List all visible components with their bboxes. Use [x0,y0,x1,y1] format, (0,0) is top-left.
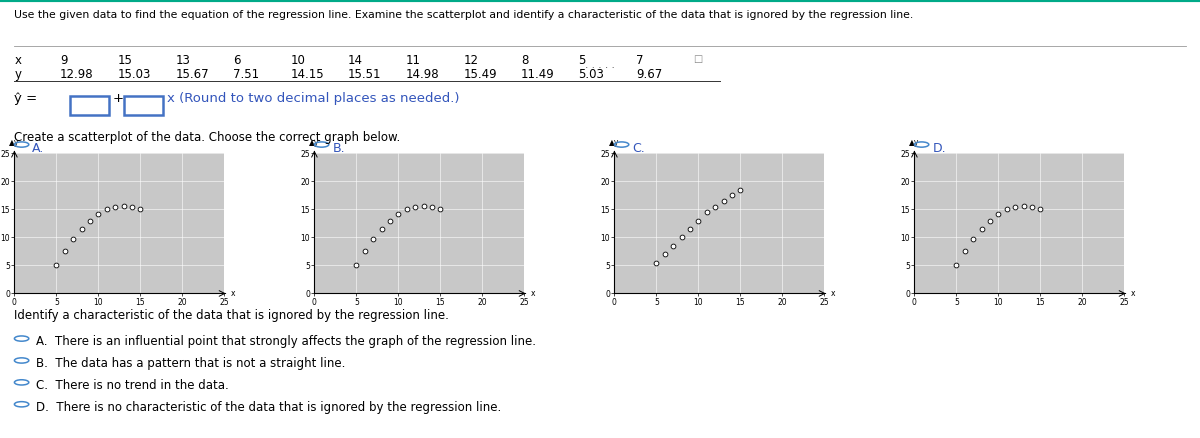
Text: 7.51: 7.51 [233,68,259,81]
Point [1022,203,1042,210]
Text: 14.15: 14.15 [290,68,324,81]
Point [414,202,433,209]
Point [722,192,742,199]
Text: A.  There is an influential point that strongly affects the graph of the regress: A. There is an influential point that st… [36,335,536,348]
Text: 10: 10 [290,54,305,67]
Text: 11: 11 [406,54,421,67]
Text: Identify a characteristic of the data that is ignored by the regression line.: Identify a characteristic of the data th… [14,309,449,322]
Point [106,203,125,210]
Point [980,217,1000,224]
Text: 5: 5 [578,54,586,67]
Text: 15.51: 15.51 [348,68,382,81]
Text: x: x [1132,289,1135,298]
Point [406,203,425,210]
Point [372,226,391,233]
Point [389,211,408,218]
Point [947,262,966,269]
Point [1031,206,1050,213]
Text: 9.67: 9.67 [636,68,662,81]
Text: x: x [14,54,22,67]
Text: 13: 13 [175,54,190,67]
Point [355,248,374,255]
Point [664,242,683,249]
Point [431,206,450,213]
Point [680,226,700,233]
Point [697,208,716,215]
Point [989,211,1008,218]
Point [422,203,442,210]
Text: D.: D. [932,142,946,155]
Text: 14: 14 [348,54,364,67]
Text: 15.49: 15.49 [463,68,497,81]
Text: B.  The data has a pattern that is not a straight line.: B. The data has a pattern that is not a … [36,357,346,370]
Text: 6: 6 [233,54,240,67]
Point [714,198,733,205]
Text: Use the given data to find the equation of the regression line. Examine the scat: Use the given data to find the equation … [14,10,913,20]
Text: 5.03: 5.03 [578,68,605,81]
Point [997,206,1016,213]
Point [89,211,108,218]
Text: 7: 7 [636,54,643,67]
Text: C.  There is no trend in the data.: C. There is no trend in the data. [36,379,229,392]
Text: B.: B. [332,142,346,155]
Point [347,262,366,269]
Text: ▲y: ▲y [310,138,319,147]
Point [689,217,708,224]
Text: ŷ =: ŷ = [14,92,37,105]
Point [80,217,100,224]
Point [672,234,691,241]
Point [55,248,74,255]
Point [655,251,674,258]
Text: x (Round to two decimal places as needed.): x (Round to two decimal places as needed… [167,92,460,105]
Point [131,206,150,213]
Point [380,217,400,224]
Point [647,259,666,266]
Text: . . . . .: . . . . . [586,60,614,71]
Point [364,236,383,243]
Point [955,248,974,255]
Text: 11.49: 11.49 [521,68,554,81]
Text: 12.98: 12.98 [60,68,94,81]
Text: 8: 8 [521,54,528,67]
Point [964,236,983,243]
Point [122,203,142,210]
Text: ▲y: ▲y [10,138,19,147]
Point [706,203,725,210]
Text: x: x [532,289,535,298]
Text: 9: 9 [60,54,67,67]
Text: 12: 12 [463,54,478,67]
Point [114,202,133,209]
Text: x: x [232,289,235,298]
Text: y: y [14,68,22,81]
Point [972,226,991,233]
Text: 15.67: 15.67 [175,68,209,81]
Point [64,236,83,243]
Point [397,206,416,213]
Text: A.: A. [32,142,44,155]
Point [47,262,66,269]
Text: □: □ [694,54,703,64]
Point [97,206,116,213]
Text: 15.03: 15.03 [118,68,151,81]
Text: C.: C. [632,142,646,155]
Text: 15: 15 [118,54,132,67]
Text: ▲y: ▲y [610,138,619,147]
Text: ▲y: ▲y [910,138,919,147]
Point [1006,203,1025,210]
Text: x: x [832,289,835,298]
Text: +: + [113,92,124,105]
Text: 14.98: 14.98 [406,68,439,81]
Point [72,226,91,233]
Point [1014,202,1033,209]
Text: Create a scatterplot of the data. Choose the correct graph below.: Create a scatterplot of the data. Choose… [14,131,401,145]
Point [731,186,750,193]
Text: D.  There is no characteristic of the data that is ignored by the regression lin: D. There is no characteristic of the dat… [36,401,502,414]
